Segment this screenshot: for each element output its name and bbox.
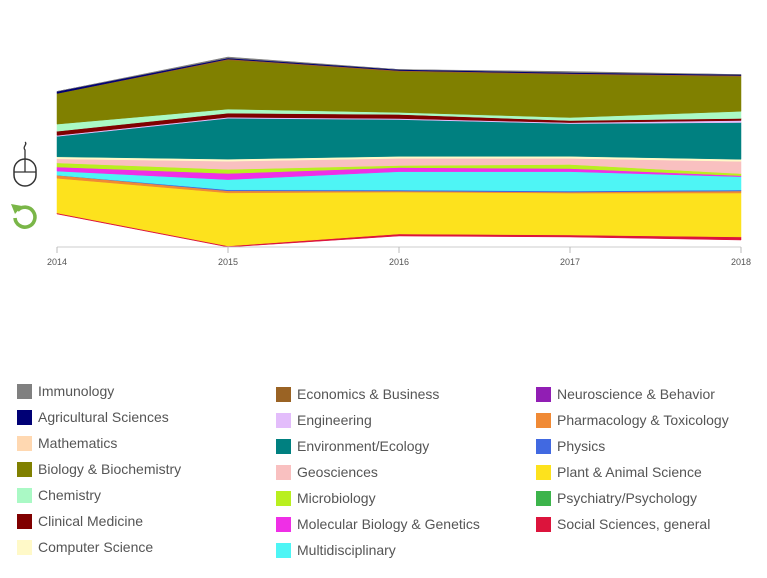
legend-item[interactable]: Engineering — [276, 407, 480, 433]
legend-swatch — [276, 438, 291, 454]
legend-item[interactable]: Environment/Ecology — [276, 433, 480, 459]
legend-column-1: Immunology Agricultural Sciences Mathemati… — [17, 378, 181, 560]
x-tick-label: 2014 — [47, 257, 67, 267]
legend-swatch — [17, 409, 32, 425]
legend-swatch — [17, 539, 32, 555]
legend-label: Environment/Ecology — [297, 438, 430, 454]
legend-label: Mathematics — [38, 435, 118, 451]
legend-label: Social Sciences, general — [557, 516, 711, 532]
legend-swatch — [17, 383, 32, 399]
legend-label: Pharmacology & Toxicology — [557, 412, 729, 428]
legend-item[interactable]: Computer Science — [17, 534, 181, 560]
legend-item[interactable]: Immunology — [17, 378, 181, 404]
legend-swatch — [17, 461, 32, 477]
legend-label: Psychiatry/Psychology — [557, 490, 698, 506]
legend-item[interactable]: Psychiatry/Psychology — [536, 485, 729, 511]
legend-swatch — [276, 386, 291, 402]
legend-swatch — [276, 542, 291, 558]
legend-item[interactable]: Microbiology — [276, 485, 480, 511]
area-immunology[interactable] — [56, 56, 742, 92]
legend-swatch — [276, 412, 291, 428]
legend-item[interactable]: Mathematics — [17, 430, 181, 456]
legend-label: Multidisciplinary — [297, 542, 396, 558]
x-tick-label: 2015 — [218, 257, 238, 267]
legend-label: Computer Science — [38, 539, 154, 555]
legend-column-3: Neuroscience & Behavior Pharmacology & To… — [536, 381, 729, 537]
legend-label: Neuroscience & Behavior — [557, 386, 715, 402]
legend-label: Molecular Biology & Genetics — [297, 516, 480, 532]
legend-column-2: Economics & Business Engineering Environme… — [276, 381, 480, 563]
legend-label: Geosciences — [297, 464, 378, 480]
legend-item[interactable]: Plant & Animal Science — [536, 459, 729, 485]
legend-item[interactable]: Physics — [536, 433, 729, 459]
legend-item[interactable]: Clinical Medicine — [17, 508, 181, 534]
legend-swatch — [17, 487, 32, 503]
legend-label: Immunology — [38, 383, 115, 399]
x-tick-label: 2016 — [389, 257, 409, 267]
legend-swatch — [536, 386, 551, 402]
legend-swatch — [276, 490, 291, 506]
legend-swatch — [17, 435, 32, 451]
legend-swatch — [536, 516, 551, 532]
legend-item[interactable]: Economics & Business — [276, 381, 480, 407]
legend-label: Agricultural Sciences — [38, 409, 169, 425]
x-tick-label: 2018 — [731, 257, 751, 267]
chart-areas — [56, 56, 742, 248]
legend-swatch — [536, 490, 551, 506]
legend-label: Biology & Biochemistry — [38, 461, 182, 477]
legend-swatch — [536, 438, 551, 454]
legend-label: Clinical Medicine — [38, 513, 144, 529]
legend-item[interactable]: Social Sciences, general — [536, 511, 729, 537]
x-tick-label: 2017 — [560, 257, 580, 267]
legend-item[interactable]: Pharmacology & Toxicology — [536, 407, 729, 433]
legend-label: Economics & Business — [297, 386, 440, 402]
streamgraph-chart: 2014 2015 2016 2017 2018 — [47, 56, 751, 267]
legend-label: Engineering — [297, 412, 372, 428]
legend-swatch — [276, 464, 291, 480]
legend-label: Chemistry — [38, 487, 102, 503]
legend-swatch — [276, 516, 291, 532]
legend-swatch — [536, 464, 551, 480]
legend-item[interactable]: Chemistry — [17, 482, 181, 508]
legend-item[interactable]: Neuroscience & Behavior — [536, 381, 729, 407]
legend-label: Plant & Animal Science — [557, 464, 702, 480]
legend-item[interactable]: Agricultural Sciences — [17, 404, 181, 430]
legend-swatch — [17, 513, 32, 529]
reset-icon[interactable] — [8, 200, 40, 232]
legend-swatch — [536, 412, 551, 428]
legend-label: Physics — [557, 438, 606, 454]
legend-item[interactable]: Molecular Biology & Genetics — [276, 511, 480, 537]
legend-item[interactable]: Biology & Biochemistry — [17, 456, 181, 482]
legend-label: Microbiology — [297, 490, 376, 506]
legend-item[interactable]: Geosciences — [276, 459, 480, 485]
legend-item[interactable]: Multidisciplinary — [276, 537, 480, 563]
x-axis-ticks: 2014 2015 2016 2017 2018 — [47, 247, 751, 267]
mouse-icon[interactable] — [12, 140, 38, 188]
